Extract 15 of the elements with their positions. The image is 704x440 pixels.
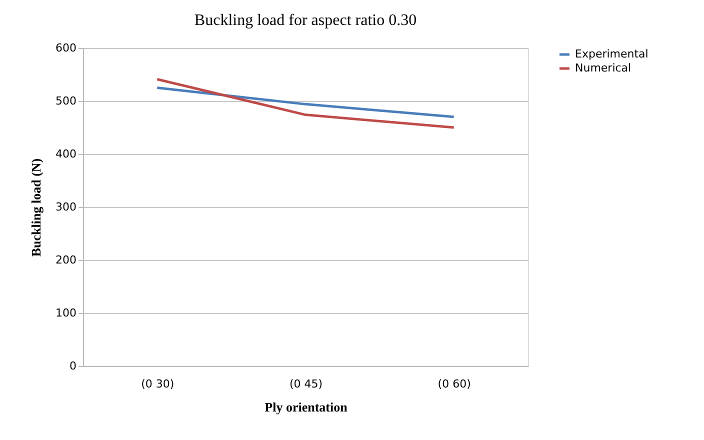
y-axis-title: Buckling load (N) (28, 158, 44, 257)
y-tick-label: 0 (70, 360, 76, 372)
y-tick-label: 100 (56, 306, 76, 320)
y-tick-label: 500 (56, 94, 76, 108)
x-tick-label: (0 60) (438, 378, 471, 390)
x-tick-label: (0 30) (141, 378, 174, 390)
x-tick-label: (0 45) (289, 378, 323, 390)
legend-label: Experimental (575, 48, 648, 60)
y-tick-label: 400 (56, 148, 76, 160)
legend-label: Numerical (575, 62, 632, 74)
x-axis-title: Ply orientation (264, 400, 348, 414)
y-tick-label: 300 (56, 200, 76, 214)
y-tick-label: 600 (56, 42, 76, 54)
chart-title: Buckling load for aspect ratio 0.30 (194, 12, 417, 29)
y-tick-label: 200 (56, 254, 76, 266)
